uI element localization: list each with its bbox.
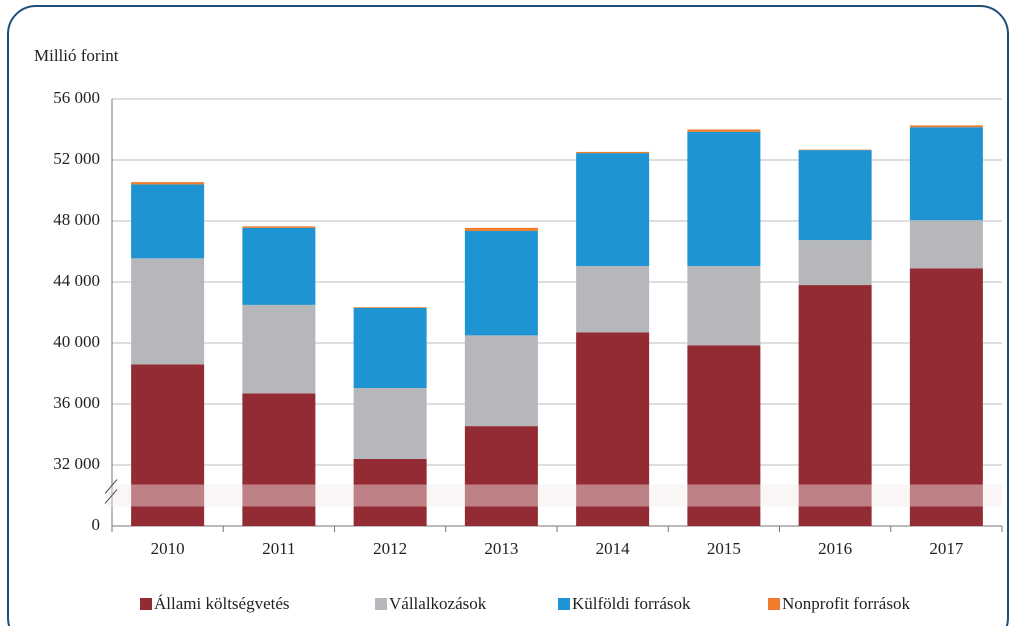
x-tick-label: 2010 [151, 539, 185, 558]
bar-segment [242, 304, 316, 394]
legend-label: Nonprofit források [782, 594, 910, 613]
y-tick-label: 52 000 [53, 149, 100, 168]
bar-segment [909, 268, 983, 526]
bar-segment [687, 131, 761, 266]
x-tick-label: 2011 [262, 539, 295, 558]
bar-segment [576, 265, 650, 333]
bar-segment [909, 220, 983, 269]
legend-swatch [558, 598, 570, 610]
bar-segment [242, 226, 316, 228]
bar-segment [464, 230, 538, 336]
bar-segment [131, 182, 205, 185]
y-tick-label: 0 [92, 515, 101, 534]
bar-segment [242, 393, 316, 526]
bar-segment [353, 307, 427, 308]
y-axis-label: Millió forint [34, 46, 119, 65]
x-tick-label: 2014 [596, 539, 631, 558]
x-tick-label: 2017 [929, 539, 964, 558]
axis-break-mark [104, 479, 118, 494]
x-tick-label: 2012 [373, 539, 407, 558]
bar-segment [687, 129, 761, 132]
bar-segment [798, 285, 872, 526]
bar-segment [798, 150, 872, 241]
bar-segment [464, 335, 538, 427]
bar-segment [131, 184, 205, 259]
bar-segment [687, 345, 761, 526]
bar-segment [576, 153, 650, 266]
y-tick-label: 48 000 [53, 210, 100, 229]
bar-segment [464, 227, 538, 231]
y-tick-label: 56 000 [53, 88, 100, 107]
y-tick-label: 36 000 [53, 393, 100, 412]
y-tick-label: 40 000 [53, 332, 100, 351]
legend-swatch [375, 598, 387, 610]
bar-segment [353, 307, 427, 388]
bar-segment [576, 332, 650, 526]
x-tick-label: 2013 [484, 539, 518, 558]
bar-segment [353, 387, 427, 459]
y-tick-label: 32 000 [53, 454, 100, 473]
y-tick-label: 44 000 [53, 271, 100, 290]
bar-segment [242, 227, 316, 305]
axis-break-band [106, 484, 1002, 507]
bar-segment [687, 265, 761, 346]
bar-segment [798, 240, 872, 286]
legend-label: Állami költségvetés [154, 594, 290, 613]
legend-swatch [768, 598, 780, 610]
legend-label: Külföldi források [572, 594, 691, 613]
x-tick-label: 2015 [707, 539, 741, 558]
bar-segment [909, 125, 983, 128]
legend-label: Vállalkozások [389, 594, 487, 613]
axis-break-mark [104, 489, 118, 504]
bar-segment [576, 151, 650, 154]
bar-segment [353, 458, 427, 526]
bar-segment [131, 364, 205, 526]
legend-swatch [140, 598, 152, 610]
bar-segment [909, 127, 983, 221]
x-tick-label: 2016 [818, 539, 852, 558]
bar-segment [464, 426, 538, 526]
bar-segment [131, 258, 205, 365]
